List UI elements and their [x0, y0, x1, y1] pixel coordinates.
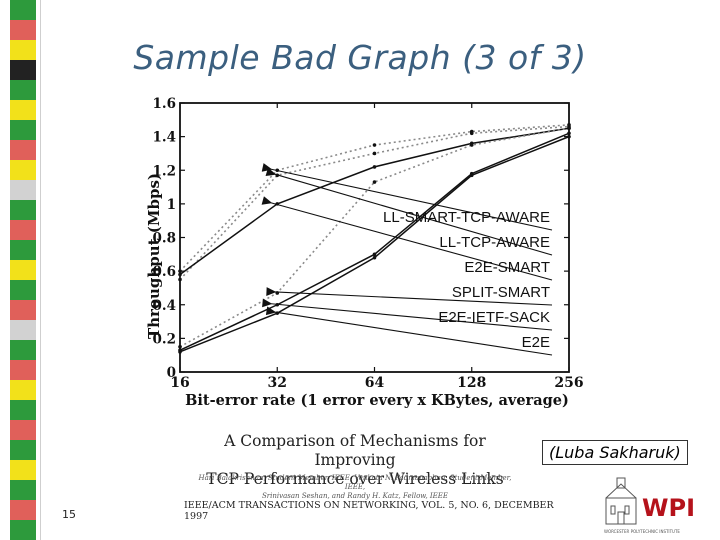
legend-arrow	[265, 167, 553, 256]
legend-arrow	[262, 298, 553, 331]
x-tick-label: 32	[268, 375, 287, 391]
data-point-ll-tcp-aware	[178, 277, 182, 282]
stripe-block	[10, 100, 36, 120]
x-tick-label: 256	[554, 375, 583, 391]
stripe-block	[10, 60, 36, 80]
paper-caption-title: A Comparison of Mechanisms for Improving…	[190, 432, 520, 489]
data-point-ll-tcp-aware	[469, 131, 474, 136]
wpi-building-icon	[605, 477, 637, 525]
legend-label: LL-TCP-AWARE	[439, 234, 550, 251]
legend-label: E2E-IETF-SACK	[438, 309, 550, 326]
wpi-logo-text: WPI	[642, 494, 695, 522]
stripe-block	[10, 300, 36, 320]
y-tick-label: 0	[167, 365, 176, 381]
stripe-block	[10, 160, 36, 180]
y-tick-label: 0.6	[153, 264, 177, 280]
data-point-ll-smart-tcp-aware	[372, 143, 377, 147]
legend-arrow	[265, 306, 553, 356]
data-point-split-smart	[469, 143, 474, 147]
data-point-e2e-smart	[372, 165, 377, 169]
stripe-block	[10, 440, 36, 460]
legend-arrow	[266, 287, 553, 306]
data-point-split-smart	[372, 180, 377, 184]
data-point-e2e	[372, 255, 377, 260]
stripe-block	[10, 0, 36, 20]
stripe-block	[10, 40, 36, 60]
stripe-block	[10, 380, 36, 400]
data-point-split-smart	[567, 126, 571, 131]
y-tick-label: 1.4	[153, 130, 177, 146]
y-axis-label: Throughput (Mbps)	[145, 173, 163, 339]
stripe-block	[10, 400, 36, 420]
wpi-logo-subtext: WORCESTER POLYTECHNIC INSTITUTE	[604, 529, 680, 534]
series-line-split-smart	[179, 127, 570, 348]
stripe-block	[10, 240, 36, 260]
stripe-block	[10, 460, 36, 480]
y-tick-label: 1	[167, 197, 176, 213]
data-point-ll-smart-tcp-aware	[178, 269, 182, 273]
stripe-block	[10, 260, 36, 280]
y-axis-ticks: 0 0.2 0.4 0.6 0.8 1 1.2 1.4 1.6	[153, 96, 569, 381]
stripe-block	[10, 140, 36, 160]
x-axis-ticks: 16 32 64 128 256	[170, 103, 584, 391]
data-point-e2e-smart	[178, 272, 182, 277]
y-tick-label: 1.6	[153, 96, 177, 112]
data-point-split-smart	[178, 344, 182, 349]
series-line-ll-tcp-aware	[179, 125, 570, 281]
stripe-block	[10, 80, 36, 100]
stripe-block	[10, 520, 36, 540]
legend-label: SPLIT-SMART	[452, 284, 550, 301]
legend-label: LL-SMART-TCP-AWARE	[383, 209, 550, 226]
stripe-block	[10, 180, 36, 200]
paper-authors: Hari Balakrishnan, Student Member, IEEE,…	[190, 474, 520, 501]
data-point-e2e	[469, 173, 474, 178]
divider-line	[40, 0, 41, 540]
paper-caption-line-1: A Comparison of Mechanisms for Improving	[224, 432, 486, 469]
stripe-block	[10, 120, 36, 140]
x-tick-label: 16	[170, 375, 189, 391]
credit-box: (Luba Sakharuk)	[542, 440, 688, 465]
stripe-block	[10, 280, 36, 300]
stripe-block	[10, 340, 36, 360]
y-tick-label: 1.2	[153, 163, 177, 179]
legend-label: E2E-SMART	[464, 259, 550, 276]
paper-authors-line-2: Srinivasan Seshan, and Randy H. Katz, Fe…	[261, 492, 448, 500]
paper-journal: IEEE/ACM TRANSACTIONS ON NETWORKING, VOL…	[184, 500, 554, 522]
stripe-block	[10, 420, 36, 440]
slide-title: Sample Bad Graph (3 of 3)	[133, 38, 587, 77]
stripe-block	[10, 220, 36, 240]
wpi-logo: WPI WORCESTER POLYTECHNIC INSTITUTE	[604, 477, 695, 534]
legend-arrow	[261, 196, 553, 281]
stripe-block	[10, 500, 36, 520]
paper-authors-line-1: Hari Balakrishnan, Student Member, IEEE,…	[198, 474, 512, 491]
legend-label: E2E	[522, 334, 550, 351]
stripe-block	[10, 320, 36, 340]
legend-arrow	[261, 163, 553, 231]
stripe-block	[10, 20, 36, 40]
paper-caption-line-2: TCP Performance over Wireless Links	[206, 470, 504, 488]
x-tick-label: 64	[365, 375, 385, 391]
stripe-block	[10, 360, 36, 380]
data-point-e2e-ietf-sack	[372, 252, 377, 257]
y-tick-label: 0.8	[153, 231, 177, 247]
slide-number: 15	[62, 508, 76, 521]
data-point-ll-tcp-aware	[372, 151, 377, 156]
x-axis-label: Bit-error rate (1 error every x KBytes, …	[185, 392, 569, 409]
y-tick-label: 0.2	[153, 331, 177, 347]
data-point-e2e-ietf-sack	[567, 131, 571, 136]
decorative-stripe	[0, 0, 36, 540]
stripe-block	[10, 480, 36, 500]
stripe-block	[10, 200, 36, 220]
legend: LL-SMART-TCP-AWARE LL-TCP-AWARE E2E-SMART S…	[261, 163, 553, 356]
x-tick-label: 128	[457, 375, 486, 391]
data-point-e2e	[567, 134, 571, 139]
y-tick-label: 0.4	[153, 298, 177, 314]
data-point-e2e	[178, 350, 182, 354]
